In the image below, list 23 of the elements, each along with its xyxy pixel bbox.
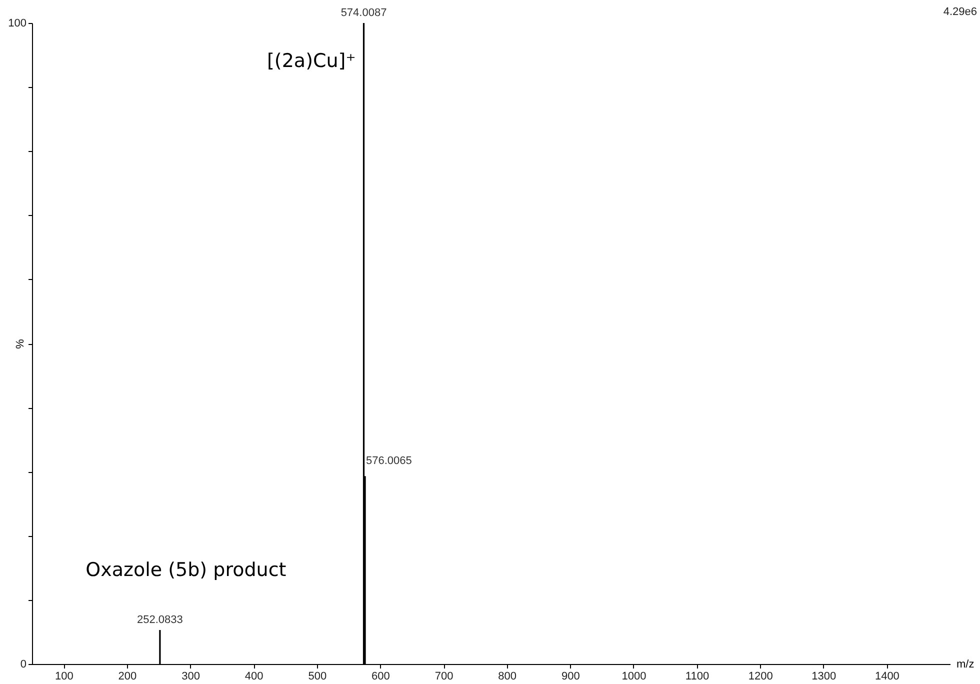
x-tick-label: 200 <box>118 670 137 682</box>
x-tick-label: 900 <box>561 670 580 682</box>
x-tick-label: 1300 <box>812 670 836 682</box>
annotation: [(2a)Cu]⁺ <box>267 50 356 72</box>
text: 4.29e6 <box>943 6 977 18</box>
x-tick-label: 600 <box>372 670 390 682</box>
x-tick-label: 100 <box>54 670 74 682</box>
x-tick-label: 300 <box>182 670 200 682</box>
y-axis-title: % <box>14 338 26 349</box>
annotation: 574.0087 <box>340 7 387 19</box>
annotation: Oxazole (5b) product <box>86 559 286 582</box>
x-tick-label: 1200 <box>748 670 773 682</box>
y-tick-label: 0 <box>20 658 26 670</box>
x-tick-label: 1400 <box>874 670 900 682</box>
x-tick-label: 700 <box>434 670 454 682</box>
x-tick-label: 1100 <box>685 670 710 682</box>
x-tick-label: 1000 <box>622 670 646 682</box>
annotation: 576.0065 <box>366 455 412 468</box>
x-axis-title: m/z <box>956 658 974 670</box>
x-tick-label: 800 <box>498 670 517 682</box>
x-tick-label: 400 <box>244 670 264 682</box>
annotation: 252.0833 <box>136 614 183 626</box>
x-tick-label: 500 <box>308 670 327 682</box>
